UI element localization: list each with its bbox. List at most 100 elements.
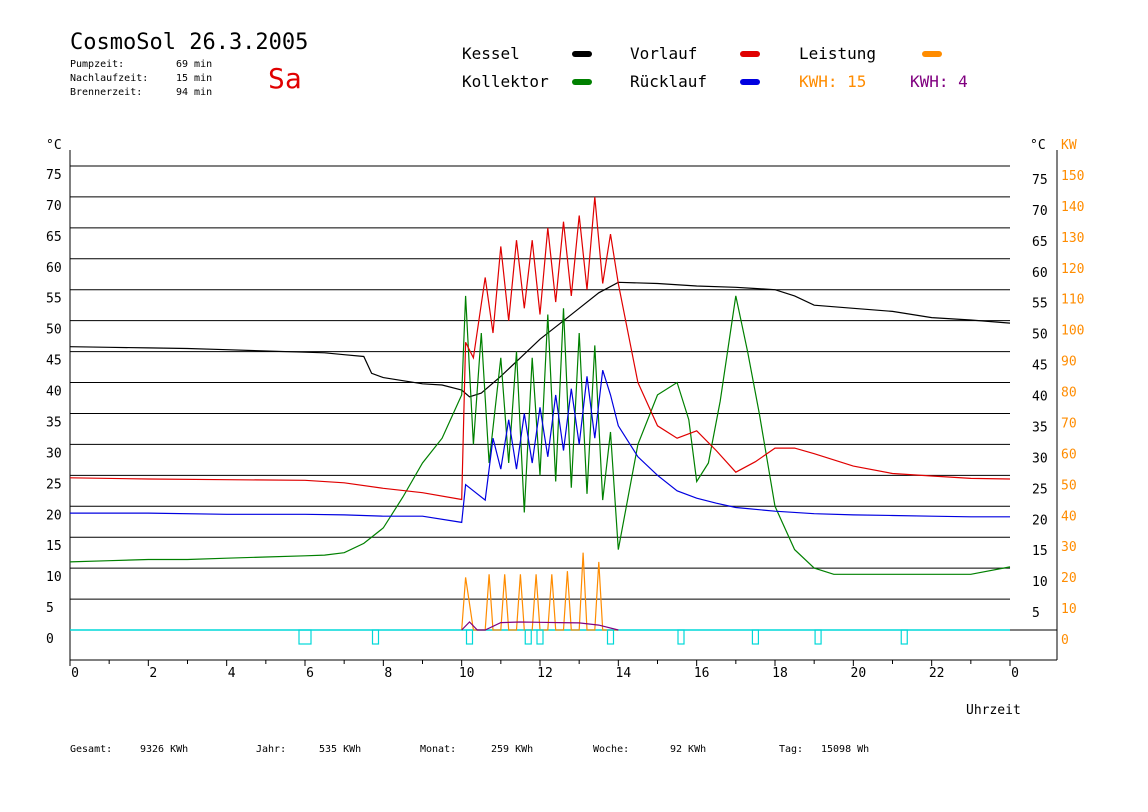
y-tick-label-right-5: 5: [1032, 606, 1040, 621]
x-tick-label-1: 2: [149, 666, 157, 681]
footer-jahr-value: 535 KWh: [319, 744, 362, 755]
x-tick-label-3: 6: [306, 666, 314, 681]
y-tick-label-left-15: 15: [46, 539, 62, 554]
footer-gesamt-value: 9326 KWh: [140, 744, 189, 755]
stat-brenner-label: Brennerzeit:: [70, 87, 143, 98]
chart-title: CosmoSol 26.3.2005: [70, 30, 309, 55]
y-tick-label-right-65: 65: [1032, 235, 1048, 250]
y-tick-label-right-35: 35: [1032, 420, 1048, 435]
y-tick-label-left-45: 45: [46, 354, 62, 369]
x-tick-label-4: 8: [384, 666, 392, 681]
y2-tick-label-120: 120: [1061, 262, 1084, 277]
footer-tag-label: Tag:: [779, 744, 804, 755]
pump-marker-7: [751, 629, 760, 645]
y2-tick-label-50: 50: [1061, 478, 1077, 493]
y2-tick-label-30: 30: [1061, 540, 1077, 555]
pump-marker-9: [900, 629, 908, 645]
y-axis-unit-left: °C: [46, 138, 62, 153]
x-tick-label-8: 16: [694, 666, 710, 681]
y-tick-label-left-30: 30: [46, 446, 62, 461]
y-tick-label-left-35: 35: [46, 415, 62, 430]
y2-axis-unit: KW: [1061, 138, 1077, 153]
y2-tick-label-130: 130: [1061, 231, 1084, 246]
pump-marker-0: [298, 629, 312, 645]
pump-marker-3: [524, 629, 532, 645]
y-tick-label-left-40: 40: [46, 385, 62, 400]
series-line-2: [69, 196, 1011, 501]
y-tick-label-right-45: 45: [1032, 359, 1048, 374]
y-tick-label-right-75: 75: [1032, 173, 1048, 188]
x-tick-label-7: 14: [616, 666, 632, 681]
y2-tick-label-60: 60: [1061, 447, 1077, 462]
pump-marker-6: [677, 629, 685, 645]
footer-woche-value: 92 KWh: [670, 744, 707, 755]
stat-pump-value: 69 min: [176, 59, 213, 70]
legend-leistung-swatch: [922, 51, 942, 57]
y-tick-label-left-65: 65: [46, 230, 62, 245]
stat-nachlauf-value: 15 min: [176, 73, 213, 84]
y-tick-label-right-60: 60: [1032, 266, 1048, 281]
footer-monat-label: Monat:: [420, 744, 457, 755]
y-tick-label-left-0: 0: [46, 632, 54, 647]
x-tick-label-2: 4: [228, 666, 236, 681]
y2-tick-label-150: 150: [1061, 169, 1084, 184]
y2-tick-label-140: 140: [1061, 200, 1084, 215]
footer-tag-value: 15098 Wh: [821, 744, 870, 755]
pump-marker-1: [371, 629, 380, 645]
y2-tick-label-100: 100: [1061, 324, 1084, 339]
y2-tick-label-70: 70: [1061, 416, 1077, 431]
y-tick-label-right-15: 15: [1032, 544, 1048, 559]
series-line-0: [69, 281, 1011, 398]
legend-ruecklauf-label: Rücklauf: [630, 72, 708, 91]
legend-vorlauf-swatch: [740, 51, 760, 57]
y-tick-label-right-10: 10: [1032, 575, 1048, 590]
footer-gesamt-label: Gesamt:: [70, 744, 113, 755]
y-tick-label-right-55: 55: [1032, 297, 1048, 312]
y-tick-label-right-50: 50: [1032, 328, 1048, 343]
series-line-3: [70, 370, 1010, 524]
y-tick-label-left-25: 25: [46, 477, 62, 492]
pump-marker-5: [606, 629, 615, 645]
y-tick-label-right-20: 20: [1032, 513, 1048, 528]
y2-tick-label-90: 90: [1061, 355, 1077, 370]
x-axis-label: Uhrzeit: [966, 703, 1021, 718]
stat-brenner-value: 94 min: [176, 87, 213, 98]
legend-vorlauf-label: Vorlauf: [630, 44, 698, 63]
y-tick-label-right-25: 25: [1032, 482, 1048, 497]
series-line-4: [461, 552, 619, 631]
day-label: Sa: [268, 62, 302, 95]
y-axis-unit-right: °C: [1030, 138, 1046, 153]
y2-tick-label-40: 40: [1061, 509, 1077, 524]
legend-kwh-orange: KWH: 15: [799, 72, 867, 91]
legend-ruecklauf-swatch: [740, 79, 760, 85]
y2-tick-label-20: 20: [1061, 571, 1077, 586]
x-tick-label-6: 12: [537, 666, 553, 681]
footer-woche-label: Woche:: [593, 744, 630, 755]
series-line-5: [461, 621, 619, 631]
y-tick-label-right-30: 30: [1032, 451, 1048, 466]
y-tick-label-left-20: 20: [46, 508, 62, 523]
legend-kollektor-swatch: [572, 79, 592, 85]
x-tick-label-5: 10: [459, 666, 475, 681]
pump-marker-2: [465, 629, 474, 645]
pump-marker-8: [814, 629, 822, 645]
y2-tick-label-10: 10: [1061, 602, 1077, 617]
y-tick-label-left-75: 75: [46, 168, 62, 183]
stat-nachlauf-label: Nachlaufzeit:: [70, 73, 149, 84]
pump-marker-4: [536, 629, 544, 645]
y-tick-label-left-10: 10: [46, 570, 62, 585]
x-tick-label-10: 20: [851, 666, 867, 681]
legend-leistung-label: Leistung: [799, 44, 877, 63]
y2-tick-label-110: 110: [1061, 293, 1084, 308]
y2-tick-label-0: 0: [1061, 633, 1069, 648]
x-tick-label-11: 22: [929, 666, 945, 681]
y-tick-label-left-55: 55: [46, 292, 62, 307]
x-tick-label-9: 18: [772, 666, 788, 681]
y-tick-label-left-70: 70: [46, 199, 62, 214]
legend-kessel-swatch: [572, 51, 592, 57]
x-tick-label-12: 0: [1011, 666, 1019, 681]
y-tick-label-left-5: 5: [46, 601, 54, 616]
y-tick-label-left-60: 60: [46, 261, 62, 276]
series-line-1: [69, 295, 1011, 575]
